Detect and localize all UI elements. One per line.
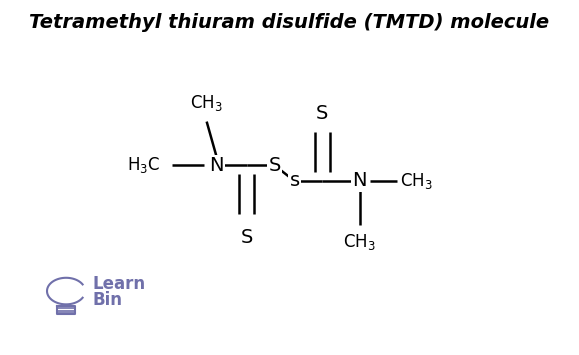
Text: CH$_3$: CH$_3$ (343, 232, 376, 252)
Text: s: s (290, 171, 299, 191)
Text: N: N (210, 156, 224, 175)
Text: CH$_3$: CH$_3$ (190, 93, 223, 113)
Text: CH$_3$: CH$_3$ (400, 171, 433, 191)
Text: Tetramethyl thiuram disulfide (TMTD) molecule: Tetramethyl thiuram disulfide (TMTD) mol… (30, 13, 549, 32)
Text: Bin: Bin (93, 291, 123, 309)
Text: Learn: Learn (93, 275, 146, 293)
Text: H$_3$C: H$_3$C (127, 155, 160, 175)
Text: S: S (241, 228, 253, 247)
Text: S: S (268, 156, 281, 175)
Text: S: S (316, 104, 328, 123)
Text: N: N (353, 171, 367, 191)
